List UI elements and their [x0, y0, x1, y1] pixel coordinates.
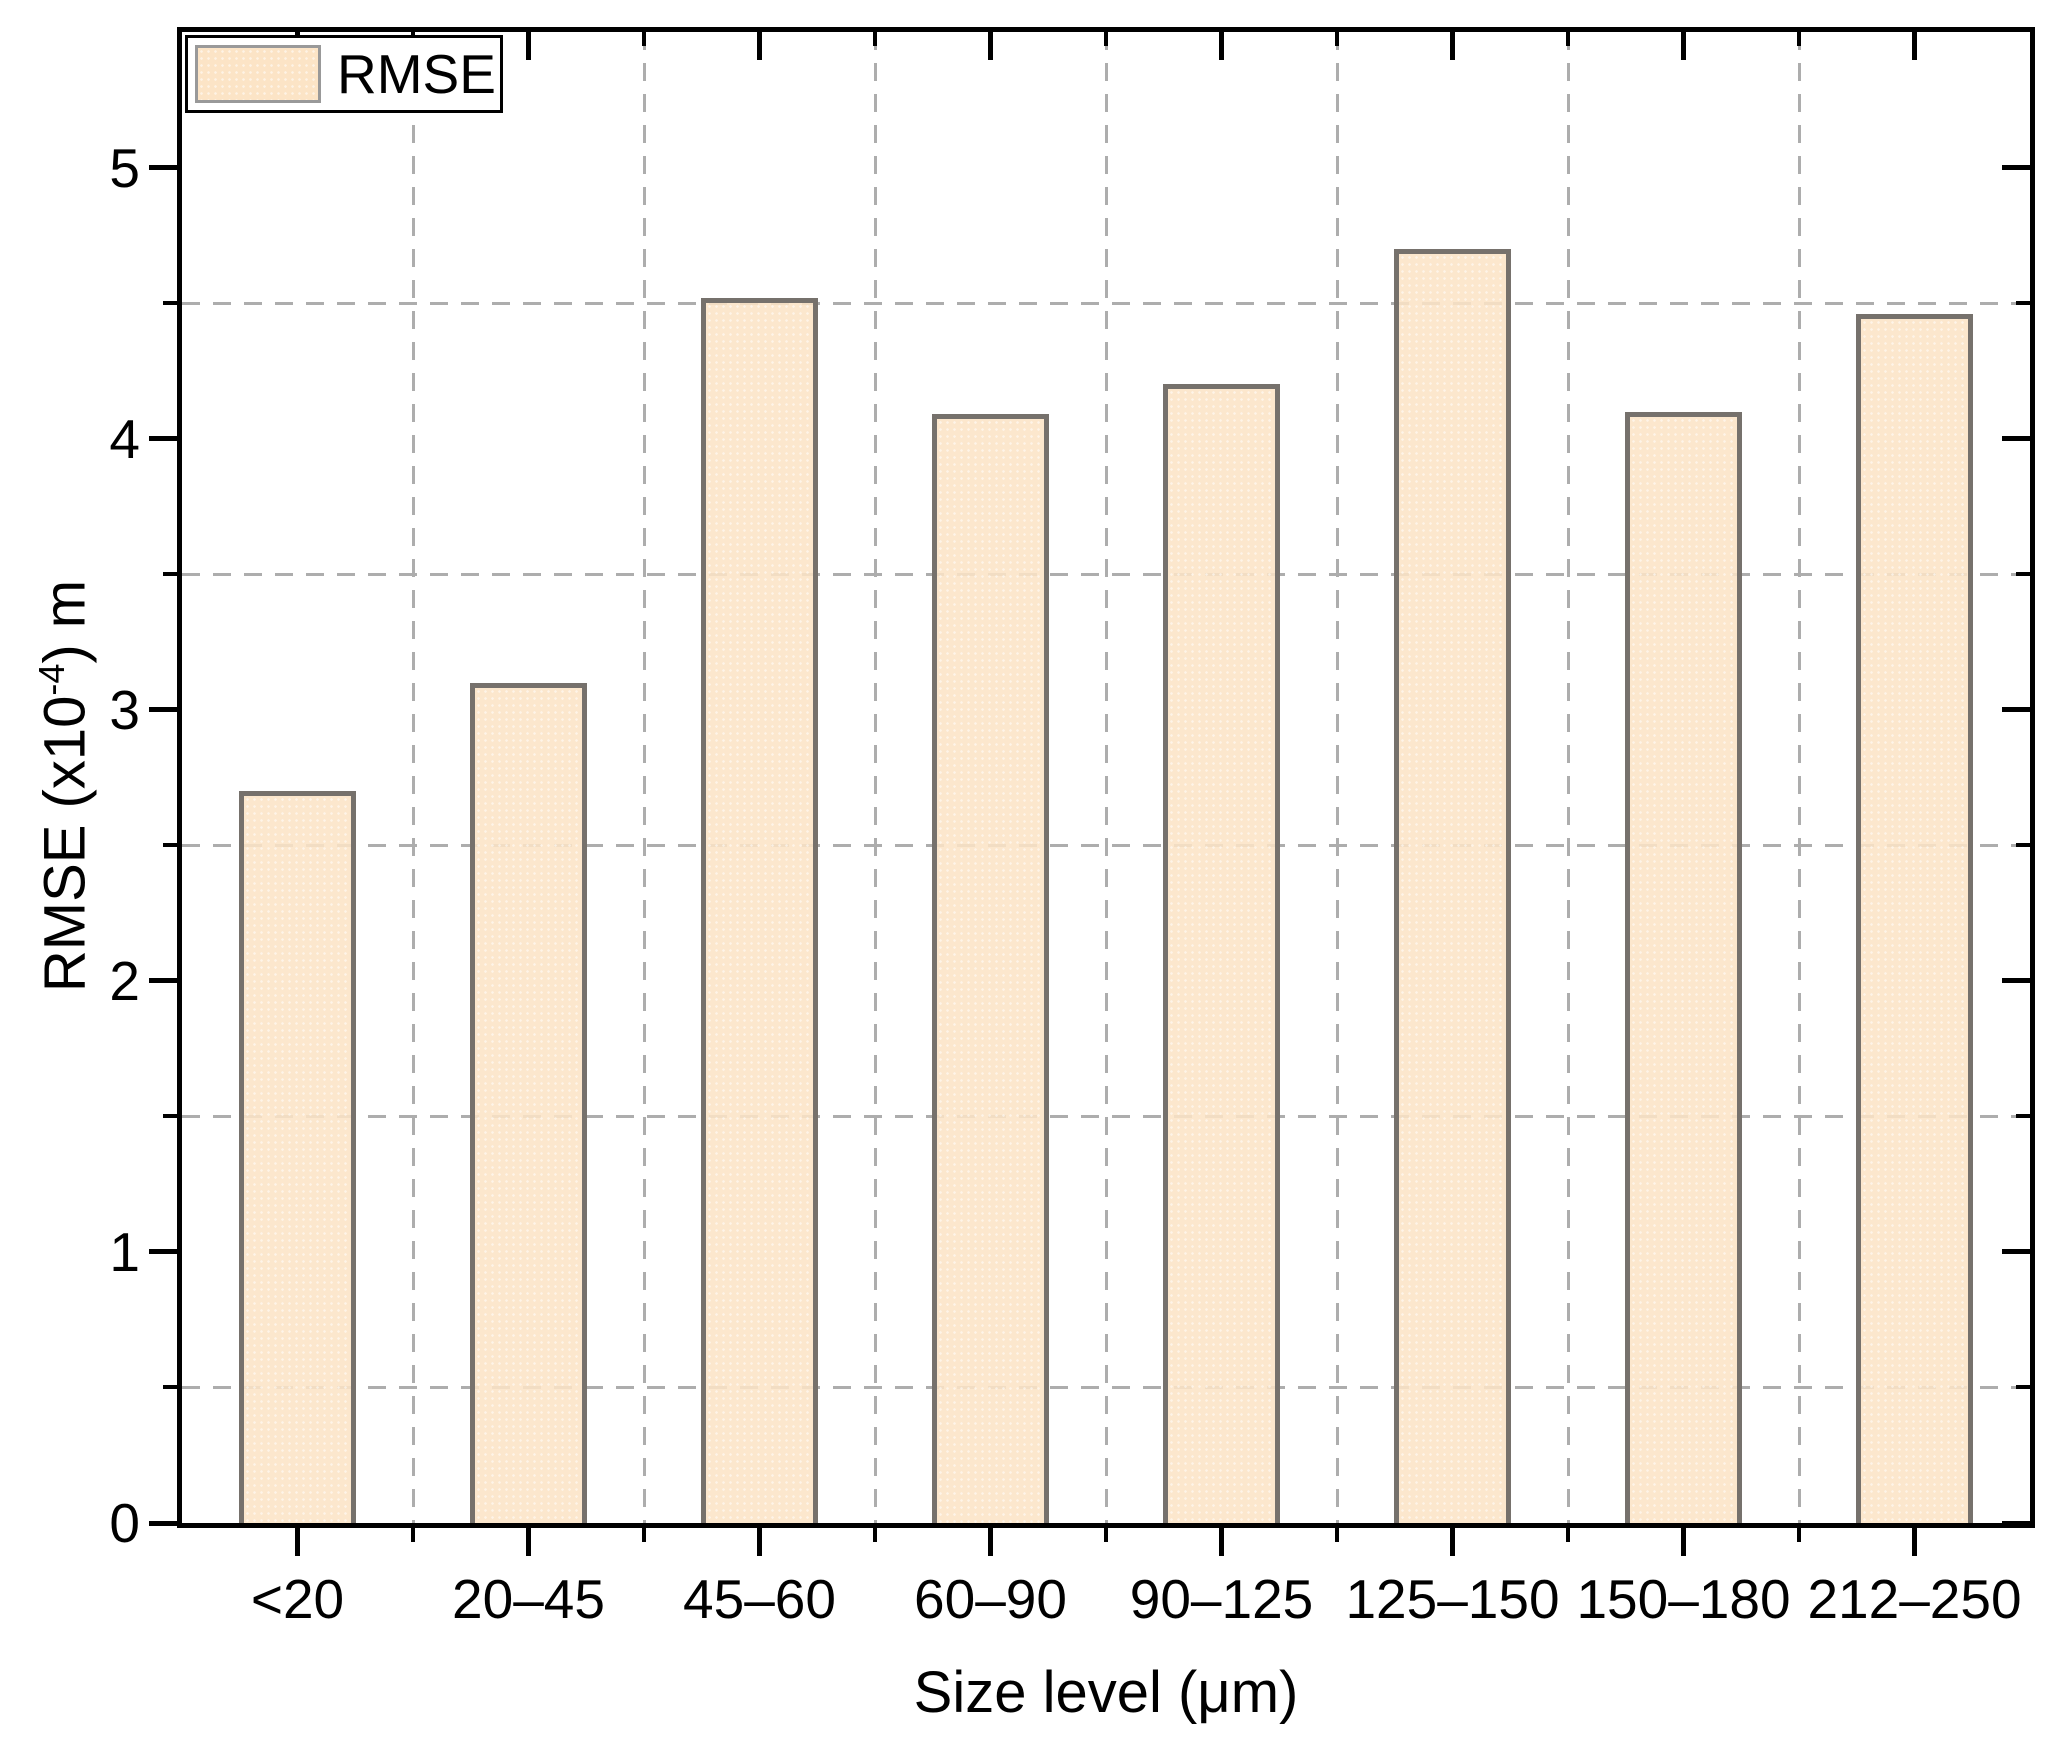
x-tick-label-90–125: 90–125 — [1129, 1568, 1314, 1630]
x-major-tick-top-4 — [1219, 32, 1224, 60]
legend-label: RMSE — [337, 43, 496, 105]
x-minor-tick-bottom-2 — [642, 1528, 646, 1542]
x-minor-tick-top-7 — [1797, 32, 1801, 46]
plot-area — [149, 27, 2035, 1556]
bar-90–125 — [1163, 384, 1280, 1523]
x-minor-tick-top-2 — [642, 32, 646, 46]
bar-125–150 — [1394, 248, 1511, 1523]
x-major-tick-bottom-2 — [757, 1528, 762, 1556]
y-tick-label-5: 5 — [109, 136, 140, 199]
y-axis-title-suffix: ) m — [32, 579, 98, 664]
y-minor-tick-right-4.5 — [2016, 301, 2030, 306]
legend-swatch — [195, 45, 321, 103]
y-axis-title: RMSE (x10-4) m — [12, 0, 97, 1586]
y-major-tick-left-2 — [149, 978, 177, 984]
x-tick-label-20–45: 20–45 — [452, 1568, 605, 1630]
bar-45–60 — [701, 297, 818, 1523]
x-major-tick-bottom-3 — [988, 1528, 993, 1556]
x-minor-tick-bottom-7 — [1797, 1528, 1801, 1542]
x-minor-tick-bottom-3 — [873, 1528, 877, 1542]
x-minor-tick-top-3 — [873, 32, 877, 46]
y-major-tick-left-5 — [149, 165, 177, 171]
y-tick-label-4: 4 — [109, 407, 140, 470]
x-minor-tick-bottom-1 — [411, 1528, 415, 1542]
v-gridline-1 — [411, 32, 415, 1523]
y-major-tick-left-1 — [149, 1249, 177, 1255]
x-tick-label-<20: <20 — [250, 1568, 345, 1630]
x-minor-tick-bottom-4 — [1104, 1528, 1108, 1542]
x-minor-tick-top-5 — [1335, 32, 1339, 46]
y-major-tick-right-3 — [2002, 707, 2030, 713]
y-minor-tick-left-0.5 — [163, 1385, 177, 1390]
x-major-tick-bottom-7 — [1912, 1528, 1917, 1556]
y-tick-label-3: 3 — [109, 678, 140, 741]
y-major-tick-right-5 — [2002, 165, 2030, 171]
v-gridline-2 — [642, 32, 646, 1523]
x-major-tick-top-1 — [526, 32, 531, 60]
x-major-tick-top-7 — [1912, 32, 1917, 60]
v-gridline-3 — [873, 32, 877, 1523]
x-major-tick-bottom-0 — [295, 1528, 300, 1556]
x-tick-label-212–250: 212–250 — [1807, 1568, 2022, 1630]
x-major-tick-top-2 — [757, 32, 762, 60]
y-minor-tick-right-0.5 — [2016, 1385, 2030, 1390]
y-major-tick-left-4 — [149, 436, 177, 442]
legend: RMSE — [185, 35, 503, 113]
y-major-tick-left-0 — [149, 1520, 177, 1526]
bar-150–180 — [1625, 411, 1742, 1523]
x-tick-label-45–60: 45–60 — [683, 1568, 836, 1630]
y-tick-label-2: 2 — [109, 949, 140, 1012]
y-major-tick-right-0 — [2002, 1520, 2030, 1526]
x-major-tick-bottom-4 — [1219, 1528, 1224, 1556]
y-tick-label-0: 0 — [109, 1492, 140, 1554]
x-major-tick-bottom-5 — [1450, 1528, 1455, 1556]
bar-<20 — [239, 791, 356, 1523]
x-major-tick-bottom-6 — [1681, 1528, 1686, 1556]
y-minor-tick-right-2.5 — [2016, 843, 2030, 848]
y-minor-tick-right-1.5 — [2016, 1114, 2030, 1119]
x-minor-tick-bottom-6 — [1566, 1528, 1570, 1542]
x-minor-tick-bottom-5 — [1335, 1528, 1339, 1542]
x-major-tick-top-6 — [1681, 32, 1686, 60]
y-tick-label-1: 1 — [109, 1220, 140, 1283]
x-tick-label-60–90: 60–90 — [914, 1568, 1067, 1630]
y-major-tick-right-4 — [2002, 436, 2030, 442]
bar-20–45 — [470, 682, 587, 1523]
v-gridline-7 — [1797, 32, 1801, 1523]
x-major-tick-top-5 — [1450, 32, 1455, 60]
y-major-tick-left-3 — [149, 707, 177, 713]
x-axis-title: Size level (μm) — [913, 1660, 1299, 1725]
y-minor-tick-right-3.5 — [2016, 572, 2030, 577]
v-gridline-4 — [1104, 32, 1108, 1523]
y-major-tick-right-2 — [2002, 978, 2030, 984]
y-minor-tick-left-4.5 — [163, 301, 177, 306]
x-tick-label-125–150: 125–150 — [1345, 1568, 1560, 1630]
y-minor-tick-left-2.5 — [163, 843, 177, 848]
x-minor-tick-top-4 — [1104, 32, 1108, 46]
v-gridline-6 — [1566, 32, 1570, 1523]
x-major-tick-bottom-1 — [526, 1528, 531, 1556]
x-minor-tick-top-6 — [1566, 32, 1570, 46]
y-major-tick-right-1 — [2002, 1249, 2030, 1255]
y-minor-tick-left-1.5 — [163, 1114, 177, 1119]
bar-212–250 — [1856, 313, 1973, 1523]
v-gridline-5 — [1335, 32, 1339, 1523]
x-tick-label-150–180: 150–180 — [1576, 1568, 1791, 1630]
bar-60–90 — [932, 414, 1049, 1523]
y-minor-tick-left-3.5 — [163, 572, 177, 577]
x-major-tick-top-3 — [988, 32, 993, 60]
